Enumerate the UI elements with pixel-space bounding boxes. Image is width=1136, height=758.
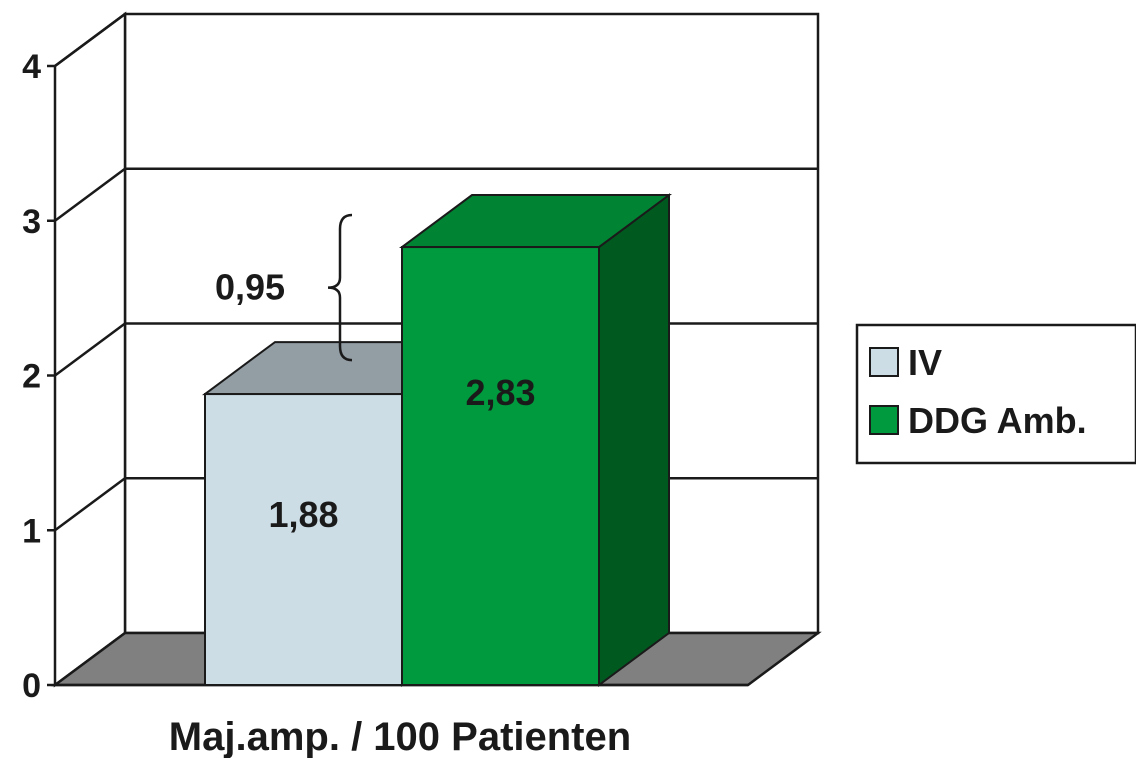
gridline-side [54,322,126,377]
y-tick-label: 0 [22,667,41,705]
difference-label: 0,95 [215,267,285,308]
y-tick-label: 2 [22,358,41,396]
legend-label: IV [908,342,942,383]
difference-brace [327,213,353,362]
x-axis-label: Maj.amp. / 100 Patienten [169,715,631,758]
bar-value-label: 1,88 [268,494,338,535]
y-tick-label: 4 [22,48,41,86]
bar-value-label: 2,83 [465,372,535,413]
gridline-side [54,12,126,68]
gridline-side [54,167,126,222]
y-tick-label: 3 [22,203,41,241]
legend-item: IV [869,342,942,383]
gridline-side [54,477,126,532]
bars: 1,88 2,83 [201,193,673,687]
bar-front [204,393,403,686]
legend: IV DDG Amb. [855,323,1136,465]
legend-label: DDG Amb. [908,400,1087,441]
legend-swatch [869,405,899,435]
difference-annotation: 0,95 [215,213,353,362]
y-axis-ticks: 0 1 2 3 4 [22,48,55,705]
legend-item: DDG Amb. [869,400,1087,441]
bar-front [401,246,600,686]
legend-swatch [869,347,899,377]
legend-box [855,323,1136,465]
y-tick-label: 1 [22,512,41,550]
bar-side [598,193,670,687]
bar-ddg-amb: 2,83 [398,193,673,687]
